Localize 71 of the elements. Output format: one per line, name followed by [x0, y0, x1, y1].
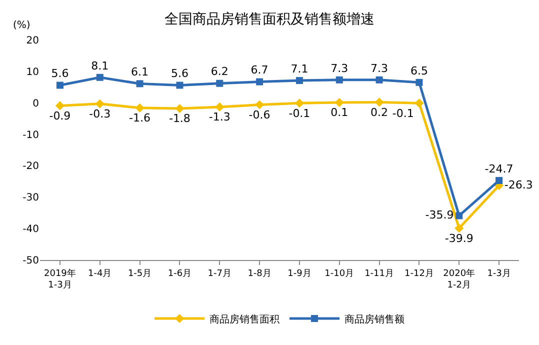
point: [95, 99, 104, 108]
x-tick-label: 1-8月: [248, 268, 272, 279]
point: [454, 224, 464, 233]
data-label: 6.2: [210, 65, 228, 78]
y-tick-label: -40: [22, 224, 39, 236]
point: [414, 98, 424, 108]
point: [456, 212, 463, 220]
data-label: 5.6: [170, 67, 188, 80]
data-label: -0.9: [49, 109, 71, 122]
data-label: -39.9: [444, 232, 474, 245]
data-label: 6.1: [131, 66, 149, 79]
data-label: 6.5: [410, 64, 428, 78]
x-tick-label: 2020年 1-2月: [443, 268, 476, 290]
point: [175, 104, 184, 114]
data-label: 0.2: [370, 106, 388, 119]
data-label: -0.6: [248, 108, 270, 122]
data-label: 7.1: [290, 62, 308, 76]
data-label: 6.7: [250, 64, 268, 77]
x-tick-label: 2019年 1-3月: [44, 268, 76, 290]
data-label: 7.3: [330, 62, 348, 75]
point: [96, 74, 104, 81]
point: [176, 82, 184, 89]
y-axis-title: (%): [13, 20, 30, 31]
point: [55, 101, 65, 110]
x-tick-label: 1-10月: [324, 268, 354, 279]
point: [135, 103, 144, 112]
point: [215, 102, 224, 112]
y-tick-label: -10: [22, 130, 39, 141]
data-label: -0.1: [288, 106, 310, 120]
point: [216, 80, 224, 87]
point: [334, 98, 344, 108]
x-tick-label: 1-7月: [208, 268, 232, 279]
x-tick-label: 1-3月: [487, 268, 511, 279]
point: [336, 76, 343, 84]
point: [496, 176, 503, 184]
legend-label: 商品房销售额: [344, 313, 404, 326]
data-label: 8.1: [91, 59, 109, 72]
y-tick-label: 0: [32, 98, 39, 110]
legend-label: 商品房销售面积: [210, 313, 280, 326]
point: [416, 78, 423, 86]
y-tick-label: -30: [22, 192, 39, 204]
x-tick-label: 1-9月: [288, 268, 312, 279]
data-label: -0.3: [89, 107, 111, 120]
x-tick-label: 1-12月: [404, 268, 434, 279]
point: [296, 77, 303, 84]
data-label: 0.1: [330, 106, 348, 120]
data-label: -1.6: [129, 112, 151, 125]
y-tick-label: 20: [26, 36, 39, 46]
x-tick-label: 1-11月: [364, 268, 394, 279]
data-label: -26.3: [504, 178, 533, 192]
y-tick-label: -20: [22, 161, 39, 172]
point: [256, 78, 264, 86]
y-tick-label: -50: [22, 256, 39, 266]
y-tick-label: 10: [26, 66, 39, 78]
point: [294, 98, 304, 108]
point: [254, 100, 264, 110]
x-tick-label: 1-4月: [88, 268, 112, 279]
data-label: -1.3: [208, 110, 230, 124]
point: [56, 82, 64, 89]
point: [136, 80, 144, 88]
chart-title: 全国商品房销售面积及销售额增速: [164, 12, 374, 28]
point: [374, 98, 384, 107]
data-label: -0.1: [392, 106, 414, 120]
x-tick-label: 1-6月: [168, 268, 192, 279]
data-label: -35.9: [425, 208, 454, 222]
x-tick-label: 1-5月: [128, 268, 152, 279]
data-label: -1.8: [168, 112, 190, 126]
data-label: -24.7: [484, 162, 514, 176]
data-label: 5.6: [51, 67, 69, 80]
point: [376, 76, 383, 84]
data-label: 7.3: [370, 62, 388, 75]
